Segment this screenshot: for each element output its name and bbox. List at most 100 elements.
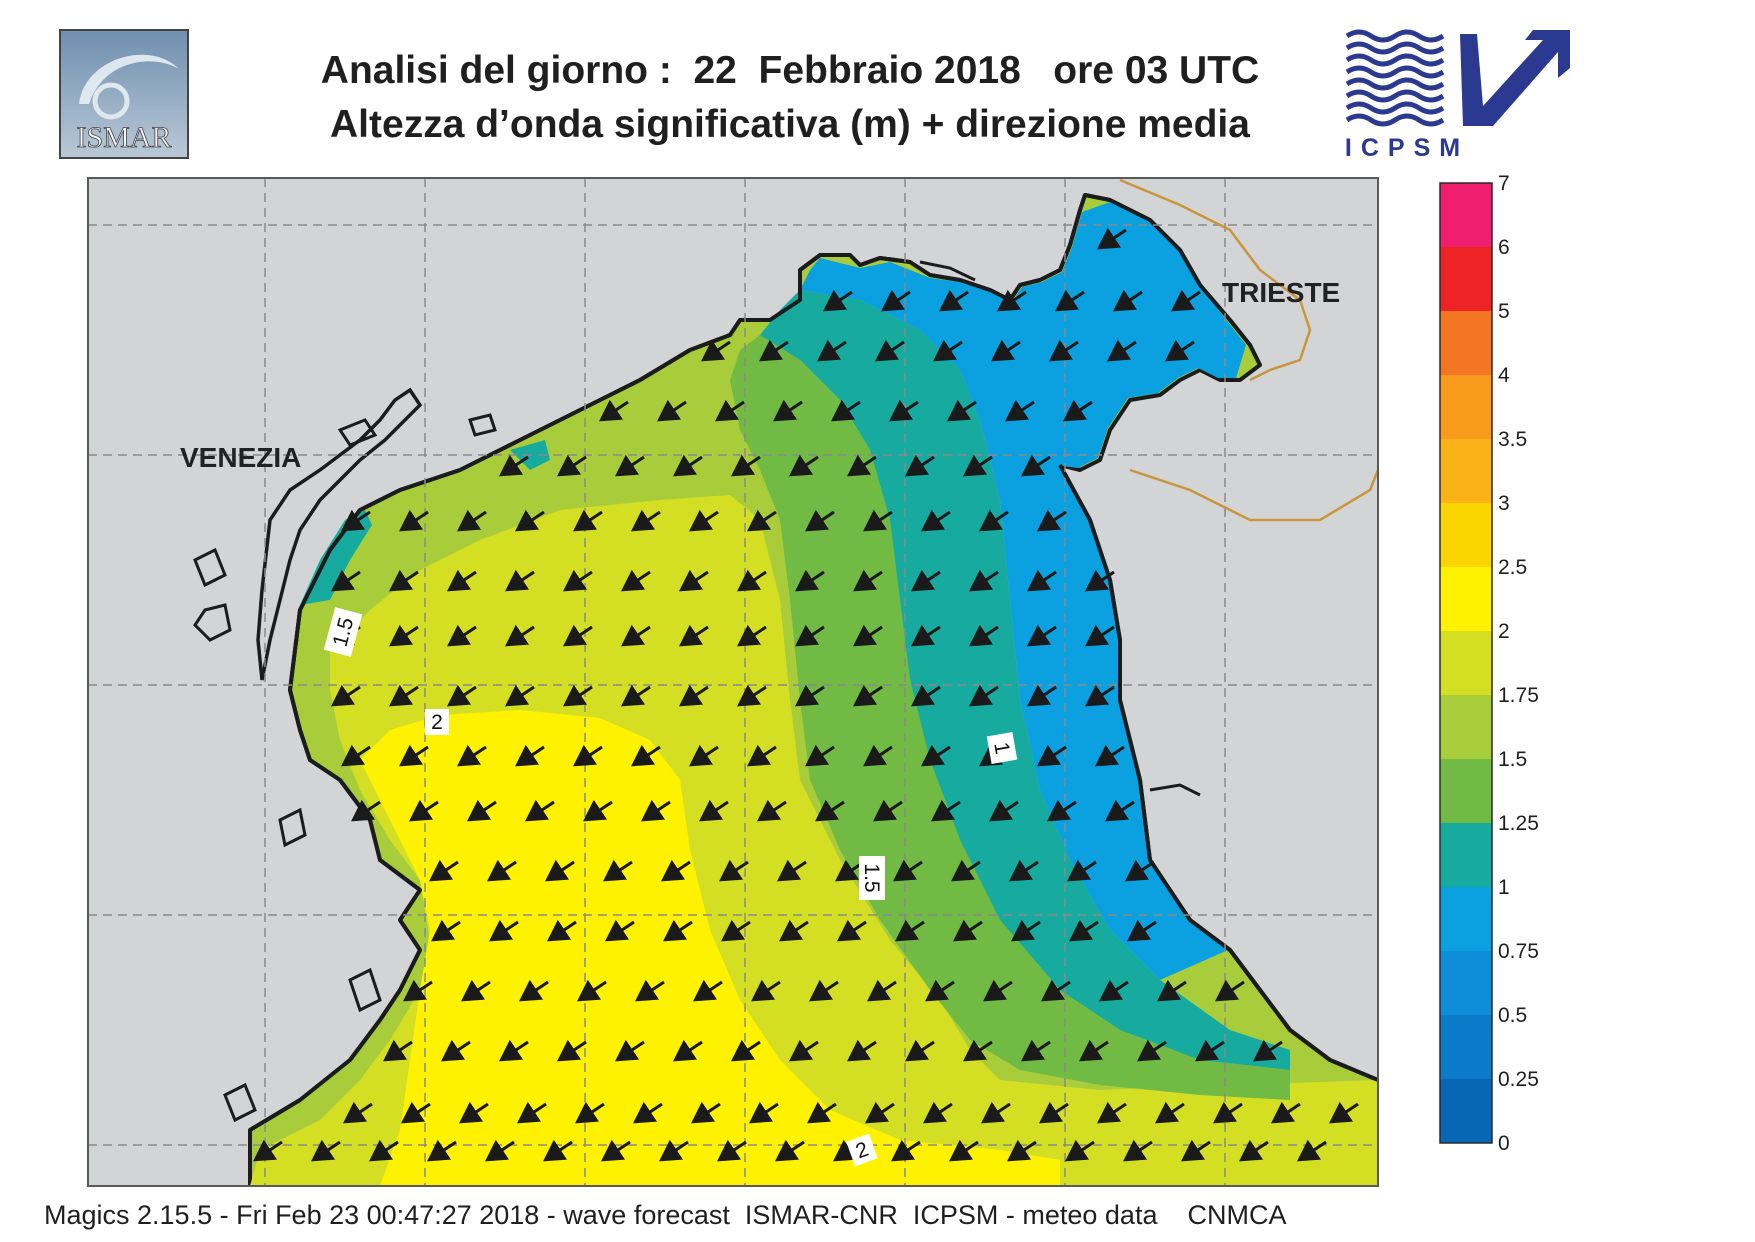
wave-direction-arrow bbox=[631, 509, 661, 532]
wave-direction-arrow bbox=[547, 919, 577, 942]
colorbar-swatch bbox=[1440, 823, 1492, 887]
wave-direction-arrow bbox=[1157, 979, 1187, 1002]
wave-direction-arrow bbox=[401, 1101, 431, 1124]
wave-direction-arrow bbox=[701, 339, 731, 362]
wave-direction-arrow bbox=[557, 454, 587, 477]
wave-direction-arrow bbox=[621, 684, 651, 707]
wave-direction-arrow bbox=[409, 799, 439, 822]
colorbar-swatch bbox=[1440, 631, 1492, 695]
map-border bbox=[87, 177, 1379, 1187]
wave-direction-arrow bbox=[789, 454, 819, 477]
wave-direction-arrow bbox=[1195, 1039, 1225, 1062]
wave-direction-arrow bbox=[1027, 624, 1057, 647]
wave-direction-arrow bbox=[525, 799, 555, 822]
wave-direction-arrow bbox=[831, 399, 861, 422]
wave-direction-arrow bbox=[1063, 399, 1093, 422]
wave-direction-arrow bbox=[1113, 289, 1143, 312]
wave-direction-arrow bbox=[429, 859, 459, 882]
wave-direction-arrow bbox=[1021, 1039, 1051, 1062]
colorbar-tick-label: 3 bbox=[1498, 492, 1510, 515]
coastline bbox=[288, 193, 1262, 691]
wave-direction-arrow bbox=[969, 684, 999, 707]
wave-direction-arrow bbox=[1027, 569, 1057, 592]
wave-direction-arrow bbox=[807, 1101, 837, 1124]
footer-credits: Magics 2.15.5 - Fri Feb 23 00:47:27 2018… bbox=[44, 1200, 1287, 1230]
wave-direction-arrow bbox=[343, 1101, 373, 1124]
wave-direction-arrow bbox=[663, 919, 693, 942]
wave-direction-arrow bbox=[1271, 1101, 1301, 1124]
wave-direction-arrow bbox=[461, 979, 491, 1002]
wave-direction-arrow bbox=[1297, 1139, 1327, 1162]
wave-direction-arrow bbox=[635, 979, 665, 1002]
wave-direction-arrow bbox=[693, 979, 723, 1002]
wave-direction-arrow bbox=[795, 569, 825, 592]
wave-direction-arrow bbox=[1069, 919, 1099, 942]
wave-direction-arrow bbox=[751, 979, 781, 1002]
zone-0-75-1 bbox=[800, 202, 1246, 980]
wave-direction-arrow bbox=[633, 1101, 663, 1124]
lagoon-islands bbox=[256, 387, 423, 681]
wave-direction-arrow bbox=[557, 1039, 587, 1062]
wave-direction-arrow bbox=[991, 339, 1021, 362]
wave-direction-arrow bbox=[631, 744, 661, 767]
title-block: Analisi del giorno : 22 Febbraio 2018 or… bbox=[230, 44, 1350, 152]
wave-direction-arrow bbox=[731, 454, 761, 477]
colorbar-swatch bbox=[1440, 503, 1492, 567]
wave-direction-arrow bbox=[949, 1139, 979, 1162]
wave-direction-arrow bbox=[603, 859, 633, 882]
colorbar-tick-label: 6 bbox=[1498, 236, 1510, 259]
contour-label: 2 bbox=[846, 1133, 878, 1167]
wave-direction-arrow bbox=[1181, 1139, 1211, 1162]
wave-direction-arrow bbox=[795, 624, 825, 647]
wave-direction-arrow bbox=[699, 799, 729, 822]
wave-direction-arrow bbox=[399, 509, 429, 532]
wave-direction-arrow bbox=[853, 624, 883, 647]
wave-direction-arrow bbox=[1097, 227, 1127, 250]
wave-direction-arrow bbox=[621, 569, 651, 592]
wave-direction-arrow bbox=[963, 454, 993, 477]
wave-direction-arrow bbox=[1137, 1039, 1167, 1062]
zone-1-1-25 bbox=[760, 290, 1290, 1070]
zone-2-2-5 bbox=[360, 710, 1060, 1186]
wave-direction-arrow bbox=[1215, 979, 1245, 1002]
wave-direction-arrow bbox=[921, 509, 951, 532]
wave-direction-arrow bbox=[1041, 979, 1071, 1002]
wave-direction-arrow bbox=[1067, 859, 1097, 882]
wave-direction-arrow bbox=[1171, 289, 1201, 312]
wave-direction-arrow bbox=[1021, 454, 1051, 477]
wave-direction-arrow bbox=[847, 454, 877, 477]
wave-direction-arrow bbox=[779, 919, 809, 942]
wave-direction-arrow bbox=[721, 919, 751, 942]
wave-direction-arrow bbox=[1009, 859, 1039, 882]
lagoon-islands bbox=[193, 413, 497, 642]
wave-direction-arrow bbox=[1055, 289, 1085, 312]
wave-direction-arrow bbox=[911, 569, 941, 592]
wave-direction-arrow bbox=[939, 289, 969, 312]
wave-direction-arrow bbox=[467, 799, 497, 822]
wave-direction-arrow bbox=[893, 859, 923, 882]
wave-direction-arrow bbox=[399, 744, 429, 767]
wave-direction-arrow bbox=[775, 1139, 805, 1162]
colorbar-tick-label: 1.5 bbox=[1498, 748, 1527, 771]
coastline bbox=[248, 689, 422, 1132]
wave-direction-arrow bbox=[1125, 859, 1155, 882]
wave-direction-arrow bbox=[1099, 979, 1129, 1002]
svg-text:1.5: 1.5 bbox=[860, 863, 883, 892]
wave-direction-arrow bbox=[795, 684, 825, 707]
wave-direction-arrow bbox=[1079, 1039, 1109, 1062]
wave-direction-arrow bbox=[747, 744, 777, 767]
wave-direction-arrow bbox=[737, 569, 767, 592]
wave-direction-arrow bbox=[331, 569, 361, 592]
colorbar-tick-label: 1 bbox=[1498, 876, 1510, 899]
colorbar-swatch bbox=[1440, 183, 1492, 247]
wave-direction-arrow bbox=[673, 454, 703, 477]
wave-direction-arrow bbox=[621, 624, 651, 647]
wave-direction-arrow bbox=[505, 684, 535, 707]
wave-direction-arrow bbox=[673, 1039, 703, 1062]
title-line-2: Altezza d’onda significativa (m) + direz… bbox=[330, 103, 1250, 146]
coastal-patch bbox=[300, 510, 372, 605]
svg-text:2: 2 bbox=[431, 711, 443, 734]
contour-label: 1 bbox=[986, 731, 1018, 765]
wave-direction-arrow bbox=[911, 624, 941, 647]
